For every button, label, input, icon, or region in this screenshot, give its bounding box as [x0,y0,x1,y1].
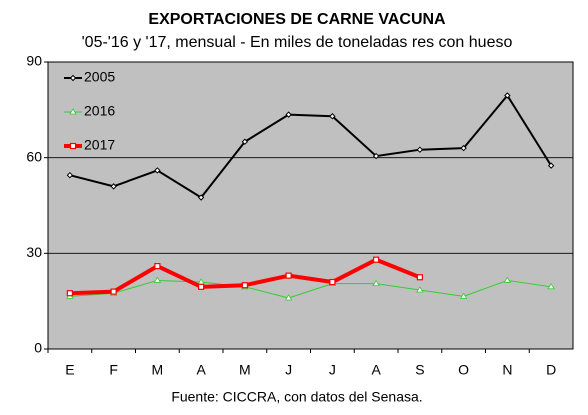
marker [66,290,73,297]
marker [372,152,380,160]
legend-label: 2017 [84,137,115,153]
marker [373,256,380,263]
marker [416,286,424,293]
chart-subtitle: '05-'16 y '17, mensual - En miles de ton… [82,34,513,51]
chart-title: EXPORTACIONES DE CARNE VACUNA [148,11,446,28]
marker [416,274,423,281]
series-line [69,94,552,199]
x-tick-label: D [546,362,556,378]
marker [197,194,205,201]
y-tick-label: 30 [26,244,42,260]
x-tick-label: O [458,362,469,378]
x-tick-label: J [285,362,292,378]
x-tick-label: F [109,362,118,378]
marker [329,278,336,286]
marker [284,294,293,301]
marker [416,146,424,153]
marker [372,279,380,287]
x-tick-label: A [196,362,206,378]
x-tick-label: M [239,362,251,378]
x-tick-label: J [329,362,336,378]
marker [503,276,512,283]
marker [285,272,292,279]
marker [460,144,467,152]
marker [110,183,117,190]
marker [241,138,249,145]
marker [66,171,74,179]
legend-label: 2005 [84,69,115,85]
marker [69,142,77,150]
marker [110,288,117,295]
marker [329,113,336,120]
x-tick-label: A [371,362,381,378]
marker [547,283,555,290]
y-tick-label: 60 [26,148,42,164]
marker [69,74,77,82]
marker [504,92,511,99]
series-line [69,279,552,299]
marker [285,111,292,118]
x-tick-label: S [415,362,424,378]
y-tick-label: 90 [26,53,42,69]
marker [459,292,468,299]
marker [154,262,161,270]
marker [241,282,248,289]
marker [198,283,205,290]
y-tick-label: 0 [34,340,42,356]
legend-label: 2016 [84,103,115,119]
x-tick-label: E [65,362,74,378]
x-tick-label: M [152,362,164,378]
plot-area [47,61,574,350]
source-note: Fuente: CICCRA, con datos del Senasa. [171,389,422,405]
x-tick-label: N [502,362,512,378]
marker [69,108,77,115]
marker [547,162,555,169]
marker [153,276,162,283]
marker [154,167,161,174]
